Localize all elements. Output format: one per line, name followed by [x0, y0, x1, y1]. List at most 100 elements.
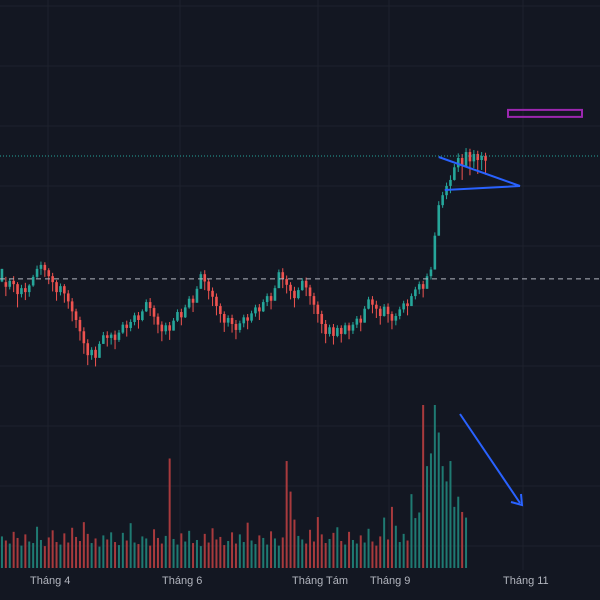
candle-body	[382, 306, 386, 317]
candle-body	[468, 152, 472, 162]
candle-body	[386, 306, 390, 315]
volume-bar	[387, 539, 390, 568]
candle-body	[281, 272, 285, 279]
candle-body	[449, 179, 452, 186]
volume-bar	[133, 542, 136, 568]
candle-body	[258, 307, 261, 312]
volume-bar	[457, 496, 460, 568]
volume-bar	[106, 539, 109, 568]
candle-body	[203, 274, 207, 282]
volume-bar	[441, 466, 444, 568]
candle-body	[199, 274, 203, 289]
volume-bar	[59, 544, 62, 568]
candle-body	[351, 324, 355, 331]
volume-bar	[32, 543, 35, 568]
candle-body	[480, 156, 483, 161]
candle-body	[402, 303, 405, 310]
candle-body	[453, 167, 456, 180]
volume-bar	[445, 481, 448, 568]
candle-body	[55, 282, 58, 293]
volume-bar	[234, 543, 237, 568]
candle-body	[254, 307, 257, 314]
candle-body	[78, 319, 82, 332]
volume-bar	[8, 543, 11, 568]
candle-body	[94, 349, 97, 358]
volume-bar	[289, 491, 292, 568]
volume-bar	[293, 519, 296, 568]
volume-bar	[94, 538, 97, 568]
volume-bar	[63, 533, 66, 568]
volume-bar	[402, 533, 405, 568]
candle-body	[390, 314, 394, 321]
candle-body	[172, 320, 175, 331]
candle-body	[332, 327, 335, 336]
volume-bar	[277, 545, 280, 568]
candle-body	[66, 293, 70, 302]
volume-bar	[16, 537, 19, 568]
candle-body	[117, 332, 121, 340]
candle-body	[355, 318, 359, 325]
volume-bar	[164, 535, 167, 568]
volume-bar	[273, 538, 276, 568]
candle-body	[0, 268, 4, 282]
volume-bar	[242, 542, 245, 568]
volume-bar	[324, 543, 327, 568]
drawings[interactable]	[438, 108, 583, 507]
candle-body	[51, 276, 54, 283]
volume-bar	[250, 540, 253, 568]
candle-body	[137, 315, 140, 320]
candle-body	[86, 343, 90, 356]
candle-body	[16, 284, 19, 295]
candle-body	[191, 298, 195, 303]
candle-body	[90, 349, 93, 356]
x-axis: Tháng 4 Tháng 6 Tháng Tám Tháng 9 Tháng …	[30, 575, 549, 587]
volume-bar	[184, 541, 187, 568]
volume-bar	[266, 544, 269, 568]
candle-body	[304, 280, 308, 288]
volume-bar	[332, 532, 335, 568]
candle-body	[215, 296, 218, 307]
candle-body	[328, 327, 331, 334]
volume-bar	[437, 432, 440, 568]
volume-bar	[406, 540, 409, 568]
candle-body	[226, 318, 230, 323]
volume-bar	[168, 458, 171, 568]
candle-body	[105, 335, 109, 338]
candle-body	[160, 324, 164, 332]
candle-body	[187, 298, 191, 308]
volume-bar	[39, 539, 42, 568]
volume-bar	[363, 542, 366, 568]
volume-bar	[71, 527, 74, 568]
candle-body	[43, 264, 47, 271]
volume-bar	[414, 518, 417, 568]
candle-body	[300, 280, 304, 291]
candle-body	[425, 276, 429, 289]
candle-body	[339, 327, 343, 334]
candle-body	[222, 314, 226, 323]
volume-bar	[227, 541, 230, 568]
volume-bar	[36, 526, 39, 568]
volume-bar	[195, 539, 198, 568]
candlesticks	[0, 148, 487, 367]
volume-bar	[75, 536, 78, 568]
candle-body	[211, 290, 214, 297]
candle-body	[109, 334, 113, 338]
candle-body	[429, 269, 433, 277]
volume-bar	[320, 534, 323, 568]
candle-body	[176, 312, 179, 321]
volume-bar	[309, 529, 312, 568]
candle-body	[297, 290, 300, 299]
volume-bar	[215, 539, 218, 568]
volume-bar	[410, 494, 413, 568]
candle-body	[472, 154, 476, 162]
candle-body	[308, 287, 312, 297]
candle-body	[437, 205, 441, 236]
candle-body	[476, 154, 480, 161]
candle-body	[24, 288, 27, 293]
volume-bar	[47, 537, 50, 568]
candle-body	[367, 299, 370, 309]
volume-bar	[55, 542, 58, 568]
candle-body	[421, 284, 425, 289]
